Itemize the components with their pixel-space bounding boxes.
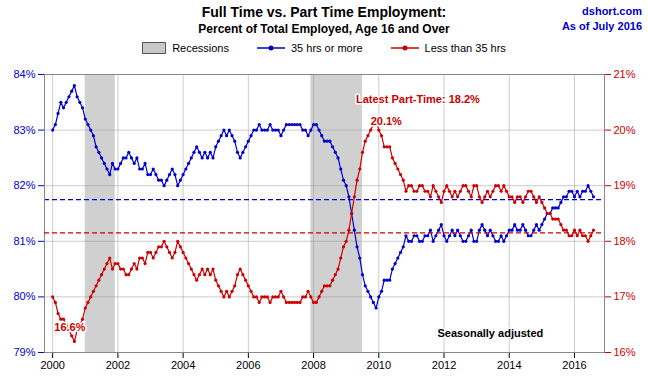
svg-text:20.1%: 20.1%	[371, 115, 402, 127]
svg-text:16%: 16%	[614, 346, 636, 358]
svg-text:2016: 2016	[562, 359, 586, 371]
svg-text:17%: 17%	[614, 290, 636, 302]
svg-text:81%: 81%	[13, 235, 35, 247]
svg-text:21%: 21%	[614, 68, 636, 80]
svg-text:84%: 84%	[13, 68, 35, 80]
svg-text:82%: 82%	[13, 179, 35, 191]
html-text:Full Time vs. Part Time Employ: Full Time vs. Part Time Employment:	[201, 4, 447, 20]
svg-text:20%: 20%	[614, 124, 636, 136]
html-text:As of July 2016: As of July 2016	[561, 20, 642, 32]
svg-text:Latest Part-Time: 18.2%: Latest Part-Time: 18.2%	[356, 93, 480, 105]
svg-text:2002: 2002	[106, 359, 130, 371]
svg-text:80%: 80%	[13, 290, 35, 302]
svg-text:19%: 19%	[614, 179, 636, 191]
svg-text:18%: 18%	[614, 235, 636, 247]
svg-text:2006: 2006	[236, 359, 260, 371]
html-text:35 hrs or more: 35 hrs or more	[291, 42, 363, 54]
svg-text:2014: 2014	[497, 359, 521, 371]
svg-text:2012: 2012	[432, 359, 456, 371]
svg-text:79%: 79%	[13, 346, 35, 358]
svg-text:2004: 2004	[171, 359, 195, 371]
html-text:Recessions: Recessions	[172, 42, 229, 54]
svg-text:83%: 83%	[13, 124, 35, 136]
html-text:Less than 35 hrs: Less than 35 hrs	[424, 42, 506, 54]
svg-text:Seasonally adjusted: Seasonally adjusted	[438, 327, 544, 339]
svg-text:2008: 2008	[301, 359, 325, 371]
svg-text:2010: 2010	[367, 359, 391, 371]
html-text:dshort.com: dshort.com	[582, 5, 642, 17]
svg-text:2000: 2000	[40, 359, 64, 371]
html-text:Percent of Total Employed, Age: Percent of Total Employed, Age 16 and Ov…	[198, 22, 450, 36]
svg-text:16.6%: 16.6%	[54, 321, 85, 333]
